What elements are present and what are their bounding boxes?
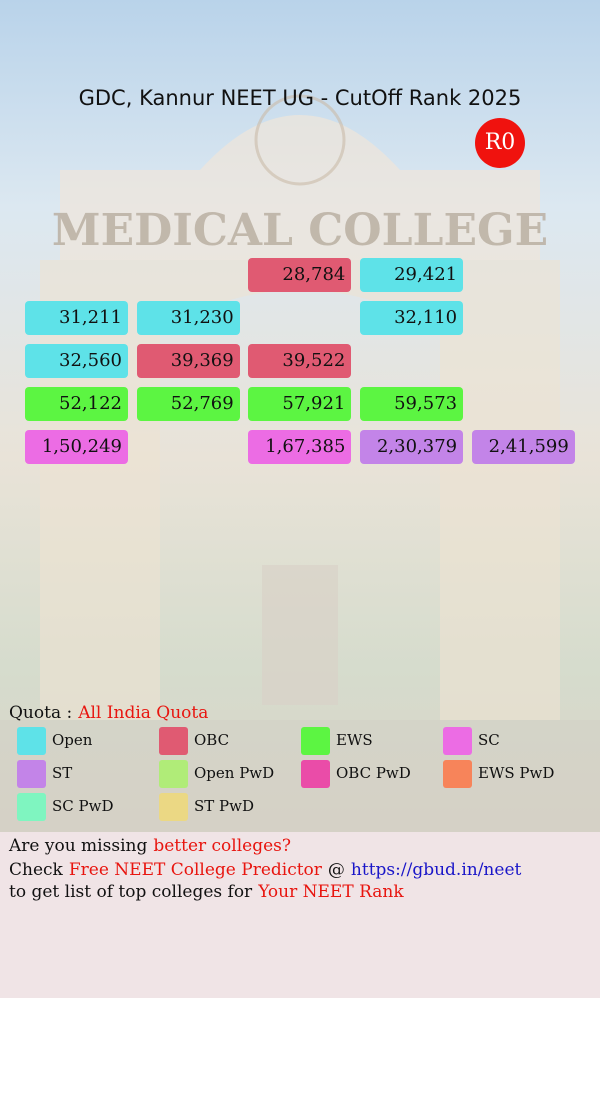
text: Are you missing (9, 836, 148, 856)
rank-cell: 52,769 (136, 387, 240, 421)
rank-cell: 52,122 (25, 387, 128, 421)
quota: Quota : All India Quota (9, 703, 208, 723)
legend-swatch (17, 727, 46, 755)
highlight: better colleges? (153, 836, 292, 856)
legend-label: SC (478, 731, 500, 749)
link[interactable]: https://gbud.in/neet (350, 860, 522, 880)
legend-label: EWS (336, 731, 373, 749)
legend-label: EWS PwD (478, 764, 555, 782)
legend-swatch (159, 727, 188, 755)
legend-label: OBC PwD (336, 764, 411, 782)
rank-cell: 31,230 (136, 301, 240, 335)
legend-label: Open PwD (194, 764, 275, 782)
legend-label: ST PwD (194, 797, 255, 815)
title: GDC, Kannur NEET UG - CutOff Rank 2025 (78, 86, 522, 110)
rank-cell: 2,30,379 (360, 430, 464, 464)
legend-swatch (443, 760, 472, 788)
legend-swatch (159, 760, 188, 788)
rank-cell: 1,50,249 (25, 430, 128, 464)
rank-cell: 1,67,385 (248, 430, 352, 464)
text: Check (9, 860, 63, 880)
text: @ (327, 860, 345, 880)
rank-cell: 59,573 (360, 387, 464, 421)
legend-swatch (301, 727, 330, 755)
svg-text:MEDICAL COLLEGE: MEDICAL COLLEGE (52, 205, 548, 256)
rank-cell: 2,41,599 (471, 430, 575, 464)
quota-value: All India Quota (78, 703, 209, 723)
legend-swatch (301, 760, 330, 788)
highlight[interactable]: Free NEET College Predictor (68, 860, 322, 880)
legend-label: OBC (194, 731, 230, 749)
card: MEDICAL COLLEGE GDC, Kannur NEET UG - Cu… (0, 0, 600, 832)
footer-line: to get list of top colleges for Your NEET… (9, 882, 404, 902)
legend-swatch (17, 793, 46, 821)
legend-label: ST (52, 764, 73, 782)
quota-label: Quota : (9, 703, 73, 723)
highlight: Your NEET Rank (258, 882, 404, 902)
text: to get list of top colleges for (9, 882, 253, 902)
rank-cell: 29,421 (360, 258, 464, 292)
legend-swatch (17, 760, 46, 788)
footer: Are you missing better colleges? Check Fre… (0, 832, 600, 998)
footer-line: Check Free NEET College Predictor @ https:/… (9, 860, 521, 880)
footer-line: Are you missing better colleges? (9, 836, 291, 856)
legend-swatch (159, 793, 188, 821)
rank-cell: 39,522 (248, 344, 352, 378)
rank-cell: 39,369 (136, 344, 240, 378)
rank-cell: 32,110 (360, 301, 464, 335)
legend-swatch (443, 727, 472, 755)
rank-cell: 32,560 (25, 344, 128, 378)
round-badge: R0 (475, 118, 525, 168)
rank-cell: 31,211 (25, 301, 128, 335)
rank-cell: 57,921 (248, 387, 352, 421)
legend-label: Open (52, 731, 93, 749)
rank-cell: 28,784 (248, 258, 352, 292)
legend-label: SC PwD (52, 797, 114, 815)
